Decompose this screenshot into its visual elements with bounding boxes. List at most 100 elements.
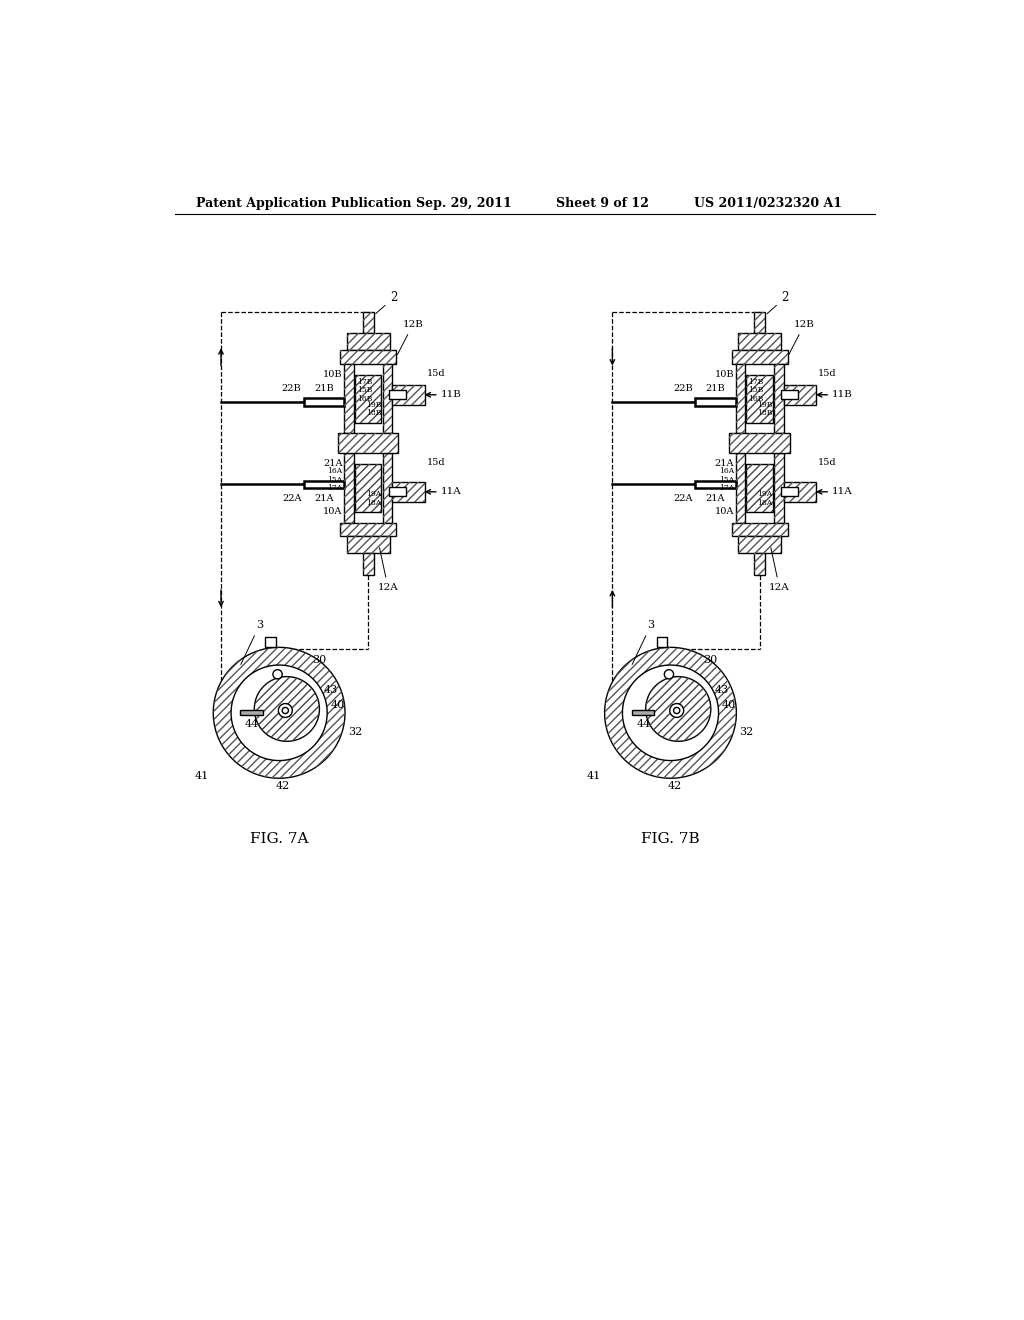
Bar <box>738 333 781 350</box>
Bar <box>738 536 781 553</box>
Bar <box>735 364 744 433</box>
Bar <box>746 375 773 422</box>
Text: Sep. 29, 2011: Sep. 29, 2011 <box>417 197 512 210</box>
Bar <box>362 312 374 333</box>
Bar <box>340 350 396 364</box>
Circle shape <box>665 669 674 678</box>
Bar <box>755 553 765 576</box>
Circle shape <box>283 708 289 714</box>
Bar <box>304 480 344 488</box>
Bar <box>347 536 389 553</box>
Text: 19A
18A: 19A 18A <box>367 490 381 507</box>
Text: 15d: 15d <box>818 458 837 467</box>
Text: 44: 44 <box>636 719 650 730</box>
Text: 11B: 11B <box>440 391 461 399</box>
Bar <box>735 453 744 523</box>
Bar <box>383 364 392 433</box>
Text: 16A
15A
17A: 16A 15A 17A <box>719 467 734 492</box>
Text: 21A: 21A <box>715 459 734 469</box>
Text: 22A: 22A <box>282 494 302 503</box>
Bar <box>344 364 353 433</box>
Text: 40: 40 <box>722 700 736 710</box>
Bar <box>383 453 392 523</box>
Bar <box>338 433 398 453</box>
Bar <box>347 333 389 350</box>
Bar <box>389 487 407 496</box>
Bar <box>340 350 396 364</box>
Bar <box>755 312 765 333</box>
Bar <box>389 391 407 400</box>
Text: 15d: 15d <box>426 458 445 467</box>
Bar <box>304 399 344 407</box>
Bar <box>695 480 735 488</box>
Bar <box>265 636 276 647</box>
Text: 42: 42 <box>668 780 682 791</box>
Text: 10B: 10B <box>323 370 343 379</box>
Text: 12A: 12A <box>769 548 790 591</box>
Bar <box>738 333 781 350</box>
Polygon shape <box>254 677 319 742</box>
Text: 19A
18A: 19A 18A <box>758 490 773 507</box>
Text: 3: 3 <box>241 620 263 664</box>
Bar <box>755 553 765 576</box>
Text: 3: 3 <box>632 620 654 664</box>
Bar <box>738 536 781 553</box>
Bar <box>344 364 353 433</box>
Text: 2: 2 <box>376 292 397 314</box>
Bar <box>774 364 783 433</box>
Bar <box>362 312 374 333</box>
Bar <box>338 433 398 453</box>
Bar <box>729 433 790 453</box>
Bar <box>774 364 783 433</box>
Text: 30: 30 <box>703 655 718 665</box>
Text: 43: 43 <box>715 685 729 694</box>
Text: FIG. 7A: FIG. 7A <box>250 832 308 846</box>
Text: 10B: 10B <box>715 370 734 379</box>
Text: 11A: 11A <box>831 487 852 496</box>
Bar <box>729 433 790 453</box>
Bar <box>783 385 816 405</box>
Bar <box>774 453 783 523</box>
Text: Patent Application Publication: Patent Application Publication <box>197 197 412 210</box>
Bar <box>355 465 381 512</box>
Bar <box>392 385 425 405</box>
Text: Sheet 9 of 12: Sheet 9 of 12 <box>556 197 648 210</box>
Text: 10A: 10A <box>324 507 343 516</box>
Text: 40: 40 <box>331 700 344 710</box>
Bar <box>362 553 374 576</box>
Text: 17B
15B
16B: 17B 15B 16B <box>356 378 372 403</box>
Bar <box>732 523 787 536</box>
Text: 12A: 12A <box>378 548 398 591</box>
Text: 30: 30 <box>312 655 327 665</box>
Polygon shape <box>213 647 345 779</box>
Text: 11B: 11B <box>831 391 853 399</box>
Bar <box>347 333 389 350</box>
Bar <box>355 375 381 422</box>
Text: 41: 41 <box>196 771 209 780</box>
Text: 15d: 15d <box>818 368 837 378</box>
Bar <box>780 487 798 496</box>
Bar <box>355 375 381 422</box>
Bar <box>340 523 396 536</box>
Bar <box>732 350 787 364</box>
Text: 21A: 21A <box>324 459 343 469</box>
Text: 32: 32 <box>348 727 362 738</box>
Bar <box>344 453 353 523</box>
Text: 17B
15B
16B: 17B 15B 16B <box>748 378 763 403</box>
Bar <box>355 465 381 512</box>
Circle shape <box>279 704 292 718</box>
Bar <box>392 482 425 502</box>
Bar <box>735 364 744 433</box>
Text: 21B: 21B <box>314 384 334 393</box>
Text: 11A: 11A <box>440 487 461 496</box>
Bar <box>656 636 668 647</box>
Bar <box>383 364 392 433</box>
Bar <box>632 710 654 715</box>
Bar <box>695 399 735 407</box>
Bar <box>732 350 787 364</box>
Bar <box>383 453 392 523</box>
Bar <box>735 453 744 523</box>
Bar <box>780 391 798 400</box>
Bar <box>746 465 773 512</box>
Bar <box>746 465 773 512</box>
